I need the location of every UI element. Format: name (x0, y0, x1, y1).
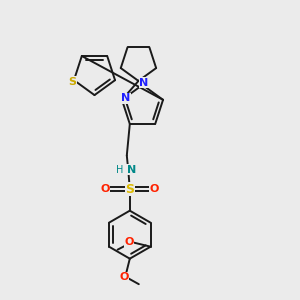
Text: N: N (121, 93, 130, 103)
Text: N: N (127, 165, 136, 175)
Text: O: O (124, 237, 134, 247)
Text: O: O (100, 184, 110, 194)
Text: H: H (116, 165, 124, 175)
Text: O: O (150, 184, 159, 194)
Text: O: O (119, 272, 128, 282)
Text: S: S (68, 77, 76, 87)
Text: N: N (140, 77, 148, 88)
Text: S: S (125, 183, 134, 196)
